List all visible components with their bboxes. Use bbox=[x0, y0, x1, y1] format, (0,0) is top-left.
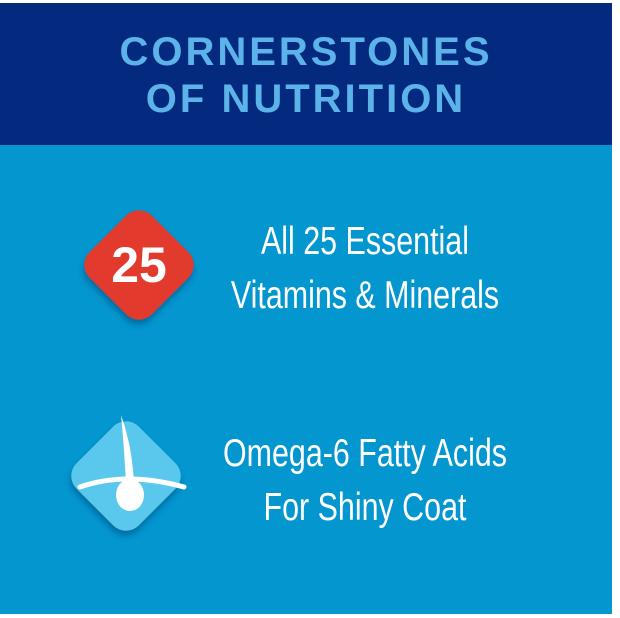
feature-line-1: Omega-6 Fatty Acids bbox=[222, 432, 508, 475]
hair-follicle-icon bbox=[77, 415, 187, 511]
title-line-2: OF NUTRITION bbox=[145, 77, 467, 121]
feature-vitamins: All 25 Essential Vitamins & Minerals bbox=[155, 215, 575, 323]
title-line-1: CORNERSTONES bbox=[119, 30, 493, 74]
feature-line-2: Vitamins & Minerals bbox=[230, 274, 500, 317]
feature-line-1: All 25 Essential bbox=[261, 220, 469, 263]
header: CORNERSTONES OF NUTRITION bbox=[0, 3, 612, 145]
badge-number: 25 bbox=[111, 237, 167, 293]
feature-omega-6: Omega-6 Fatty Acids For Shiny Coat bbox=[155, 427, 575, 535]
feature-line-2: For Shiny Coat bbox=[263, 486, 467, 529]
